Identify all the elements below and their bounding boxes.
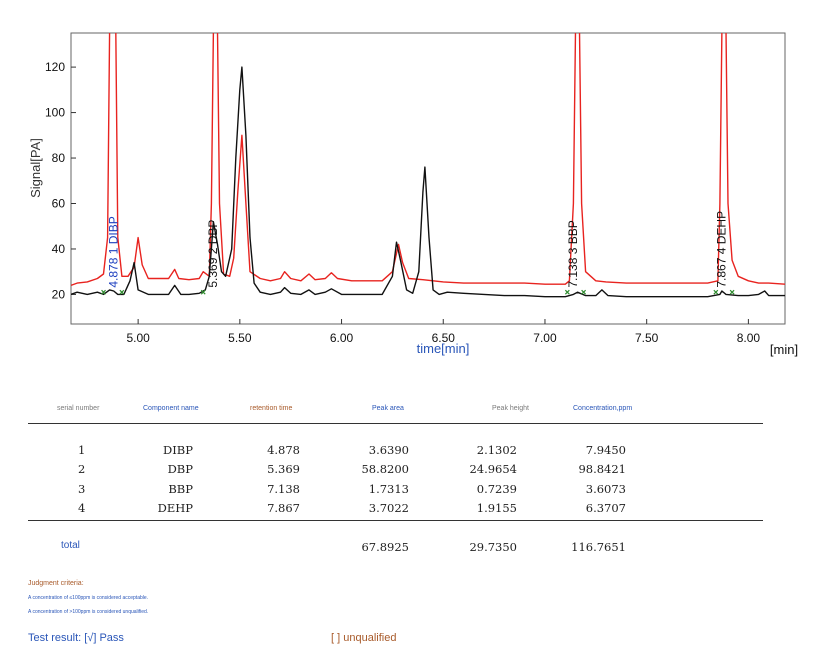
cell-peak-area: 1.7313 — [368, 482, 409, 496]
table-top-rule — [28, 423, 763, 424]
total-label: total — [61, 540, 80, 551]
criteria-unqualified: A concentration of >100ppm is considered… — [28, 609, 149, 615]
cell-concentration: 98.8421 — [578, 462, 626, 476]
y-tick-label: 100 — [45, 106, 65, 120]
result-pass: Test result: [√] Pass — [28, 632, 124, 644]
cell-retention-time: 7.138 — [267, 482, 300, 496]
cell-retention-time: 5.369 — [267, 462, 300, 476]
header-peak-height: Peak height — [492, 405, 529, 412]
header-serial-number: serial number — [57, 405, 100, 412]
x-axis-unit: [min] — [770, 342, 798, 357]
header-concentration: Concentration,ppm — [573, 405, 633, 412]
baseline-marker — [729, 289, 735, 295]
cell-serial: 4 — [78, 501, 86, 515]
chromatogram-chart: 20 40 60 80 100 120 5.00 5.50 6.00 6.50 7.00 7.50 8.… — [28, 32, 798, 357]
series-line-1 — [71, 33, 785, 287]
x-tick-label: 7.50 — [635, 331, 659, 345]
cell-peak-area: 3.6390 — [368, 443, 409, 457]
cell-concentration: 3.6073 — [585, 482, 626, 496]
cell-component: DBP — [167, 462, 193, 476]
x-tick-label: 5.00 — [126, 331, 150, 345]
peak-label: 4.878 1 DIBP — [106, 216, 120, 287]
cell-retention-time: 7.867 — [267, 501, 300, 515]
baseline-marker — [101, 289, 106, 295]
baseline-marker — [200, 289, 206, 295]
cell-peak-height: 1.9155 — [476, 501, 517, 515]
total-peak-area: 67.8925 — [361, 540, 409, 554]
table-bottom-rule — [28, 520, 763, 521]
criteria-acceptable: A concentration of ≤100ppm is considered… — [28, 595, 149, 601]
peak-label: 7.867 4 DEHP — [714, 211, 728, 288]
result-unqualified: [ ] unqualified — [331, 632, 397, 644]
baseline-marker — [564, 289, 570, 295]
cell-concentration: 7.9450 — [585, 443, 626, 457]
cell-serial: 1 — [78, 443, 86, 457]
cell-peak-height: 0.7239 — [476, 482, 517, 496]
cell-serial: 2 — [78, 462, 86, 476]
header-retention-time: retention time — [250, 405, 293, 412]
y-tick-label: 120 — [45, 60, 65, 74]
x-tick-label: 6.00 — [330, 331, 354, 345]
plot-frame — [70, 32, 786, 325]
baseline-marker — [119, 289, 125, 295]
y-tick-label: 80 — [52, 151, 66, 165]
x-axis-title: time[min] — [417, 341, 470, 356]
x-tick-label: 7.00 — [533, 331, 557, 345]
header-component-name: Component name — [143, 405, 199, 412]
header-peak-area: Peak area — [372, 405, 404, 412]
cell-component: BBP — [168, 482, 193, 496]
total-peak-height: 29.7350 — [469, 540, 517, 554]
peak-label: 5.369 2 DBP — [206, 220, 220, 288]
cell-component: DEHP — [157, 501, 193, 515]
cell-peak-height: 24.9654 — [469, 462, 517, 476]
y-tick-label: 20 — [52, 287, 66, 301]
series-line-2 — [71, 66, 785, 298]
x-tick-label: 6.50 — [432, 331, 456, 345]
cell-serial: 3 — [78, 482, 86, 496]
x-tick-label: 8.00 — [737, 331, 761, 345]
cell-peak-area: 58.8200 — [361, 462, 409, 476]
cell-component: DIBP — [163, 443, 193, 457]
cell-concentration: 6.3707 — [585, 501, 626, 515]
cell-peak-height: 2.1302 — [476, 443, 517, 457]
y-tick-label: 40 — [52, 242, 66, 256]
peak-label: 7.138 3 BBP — [566, 220, 580, 287]
baseline-marker — [581, 289, 587, 295]
cell-peak-area: 3.7022 — [368, 501, 409, 515]
criteria-title: Judgment criteria: — [28, 580, 84, 587]
cell-retention-time: 4.878 — [267, 443, 300, 457]
total-concentration: 116.7651 — [571, 540, 626, 554]
x-tick-label: 5.50 — [228, 331, 252, 345]
baseline-marker — [713, 289, 719, 295]
y-axis-title: Signal[PA] — [28, 138, 43, 198]
y-tick-label: 60 — [52, 197, 66, 211]
